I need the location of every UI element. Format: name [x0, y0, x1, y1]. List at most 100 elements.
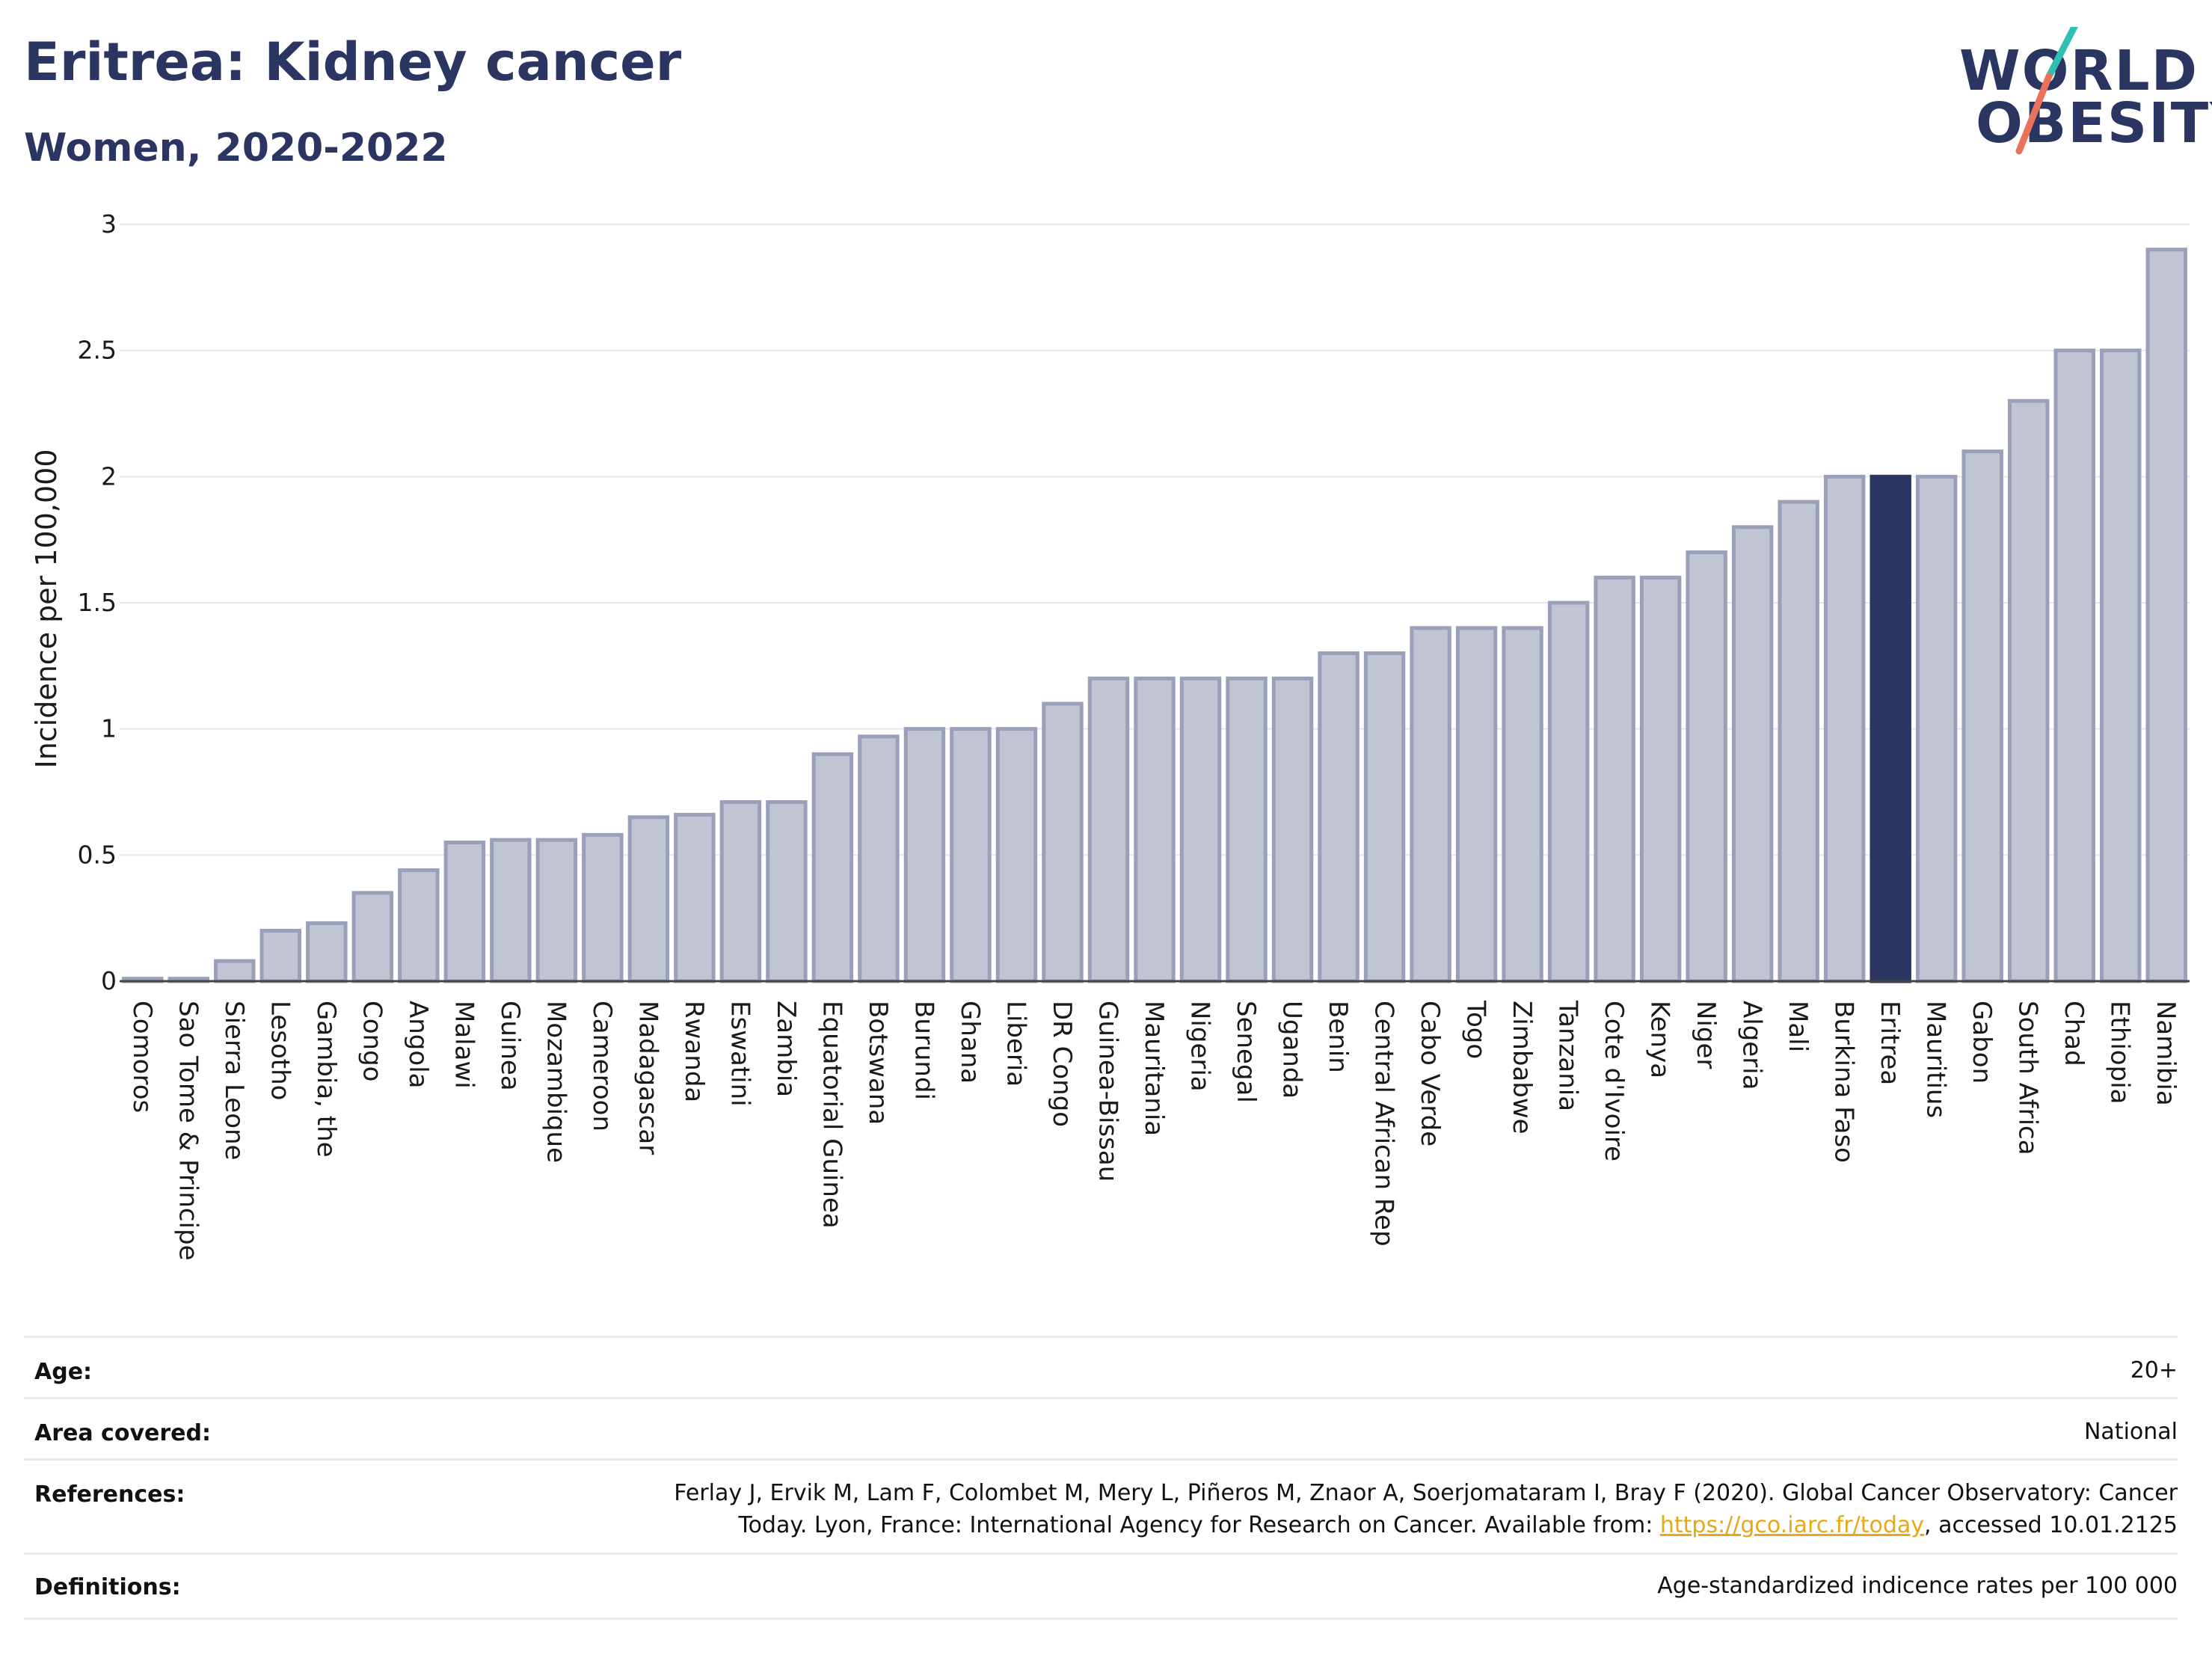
x-tick-label: Ghana: [955, 1001, 985, 1084]
y-tick-label: 3: [101, 209, 117, 239]
y-tick-label: 0.5: [78, 840, 117, 869]
bar: [259, 929, 302, 983]
x-tick-label: Sao Tome & Principe: [173, 1001, 203, 1261]
x-tick-label: Congo: [357, 1001, 387, 1081]
x-tick-label: Gambia, the: [311, 1001, 341, 1158]
bar: [627, 815, 670, 983]
bar: [398, 868, 440, 983]
x-tick-label: Angola: [403, 1001, 433, 1088]
bar: [1410, 626, 1451, 983]
x-tick-label: Guinea-Bissau: [1093, 1001, 1122, 1182]
bar: [1870, 474, 1911, 983]
bar: [306, 921, 348, 983]
bar: [535, 838, 578, 983]
bar: [351, 891, 394, 983]
x-tick-label: DR Congo: [1047, 1001, 1077, 1127]
logo-line2: OBESITY: [1976, 91, 2212, 156]
y-tick-label: 2: [101, 461, 117, 491]
x-tick-label: Chad: [2059, 1001, 2089, 1066]
x-tick-label: Comoros: [127, 1001, 157, 1113]
x-tick-label: Zimbabwe: [1507, 1001, 1537, 1134]
chart-subtitle: Women, 2020-2022: [24, 126, 448, 171]
bar: [1731, 525, 1774, 983]
chart-title: Eritrea: Kidney cancer: [24, 31, 682, 93]
x-tick-label: Guinea: [495, 1001, 525, 1091]
x-tick-label: Namibia: [2151, 1001, 2181, 1106]
x-tick-label: Kenya: [1645, 1001, 1675, 1078]
x-tick-label: Benin: [1323, 1001, 1353, 1073]
bar: [766, 799, 808, 983]
x-tick-label: Eritrea: [1875, 1001, 1905, 1085]
bar: [1502, 626, 1543, 983]
bar: [674, 812, 716, 983]
bar: [858, 734, 900, 983]
x-tick-label: Burkina Faso: [1829, 1001, 1859, 1163]
bar: [1594, 575, 1635, 983]
bar: [811, 752, 854, 983]
bar: [490, 838, 532, 983]
x-tick-label: Eswatini: [725, 1001, 755, 1107]
x-tick-label: Botswana: [863, 1001, 893, 1125]
x-tick-label: Mauritius: [1921, 1001, 1951, 1118]
references-value: Ferlay J, Ervik M, Lam F, Colombet M, Me…: [674, 1477, 2178, 1541]
x-tick-label: Gabon: [1967, 1001, 1997, 1084]
info-row-references: References: Ferlay J, Ervik M, Lam F, Co…: [24, 1458, 2178, 1555]
x-tick-label: Mauritania: [1139, 1001, 1169, 1136]
references-link[interactable]: https://gco.iarc.fr/today: [1659, 1512, 1925, 1538]
definitions-label: Definitions:: [34, 1574, 181, 1600]
bar: [2007, 399, 2050, 983]
x-tick-label: Sierra Leone: [219, 1001, 249, 1160]
bar: [443, 840, 486, 983]
references-label: References:: [34, 1481, 185, 1508]
y-tick-label: 2.5: [78, 336, 117, 365]
bar: [1134, 676, 1176, 983]
x-tick-label: Cameroon: [587, 1001, 617, 1132]
y-axis-label: Incidence per 100,000: [30, 449, 63, 768]
bar: [582, 832, 624, 983]
bar: [214, 959, 256, 983]
bar: [2145, 248, 2187, 983]
x-tick-label: Nigeria: [1185, 1001, 1215, 1092]
references-line1: Ferlay J, Ervik M, Lam F, Colombet M, Me…: [674, 1480, 2178, 1506]
x-tick-label: Lesotho: [265, 1001, 295, 1100]
x-tick-label: Togo: [1461, 1000, 1491, 1059]
x-tick-label: Burundi: [909, 1001, 938, 1100]
bar: [1823, 474, 1866, 983]
x-tick-label: Niger: [1691, 1001, 1721, 1069]
bar: [719, 799, 762, 983]
world-obesity-logo: WORLD OBESITY: [1944, 27, 2212, 162]
references-line2: Today. Lyon, France: International Agenc…: [738, 1512, 2178, 1538]
logo-line1: WORLD: [1959, 39, 2199, 103]
bar: [1271, 676, 1314, 983]
x-tick-label: Equatorial Guinea: [817, 1001, 847, 1229]
x-tick-label: Senegal: [1231, 1001, 1261, 1103]
y-tick-label: 0: [101, 966, 117, 995]
bar: [1363, 651, 1406, 983]
logo-slash-icon: [2015, 27, 2079, 155]
area-label: Area covered:: [34, 1420, 211, 1446]
bar: [1087, 676, 1130, 983]
y-tick-label: 1.5: [78, 588, 117, 617]
x-tick-label: Madagascar: [633, 1001, 663, 1155]
bar: [1547, 601, 1590, 983]
y-tick-label: 1: [101, 714, 117, 743]
x-tick-label: Ethiopia: [2105, 1001, 2135, 1104]
bar: [2100, 348, 2142, 983]
bar: [1961, 449, 2003, 983]
bar: [903, 727, 946, 983]
bar: [950, 727, 992, 983]
age-value: 20+: [2130, 1357, 2178, 1384]
bar: [1639, 575, 1682, 983]
age-label: Age:: [34, 1359, 93, 1385]
x-tick-label: Malawi: [449, 1001, 479, 1089]
bar: [1042, 701, 1084, 983]
bar: [2053, 348, 2095, 983]
bar: [1778, 500, 1819, 983]
x-tick-label: Rwanda: [679, 1001, 709, 1102]
info-row-definitions: Definitions: Age-standardized indicence …: [24, 1553, 2178, 1620]
bar: [1915, 474, 1958, 983]
x-tick-label: South Africa: [2013, 1001, 2043, 1155]
area-value: National: [2083, 1419, 2178, 1445]
x-tick-label: Central African Rep: [1369, 1001, 1399, 1247]
x-tick-label: Algeria: [1737, 1001, 1767, 1090]
